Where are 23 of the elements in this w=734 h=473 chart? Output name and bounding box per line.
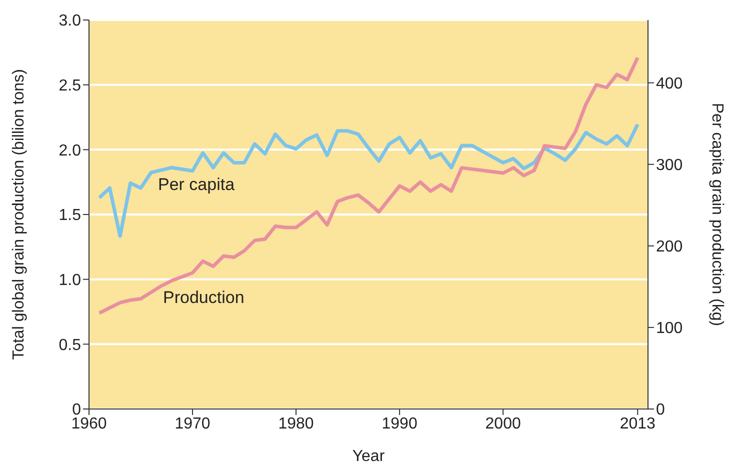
- x-axis-title: Year: [352, 448, 386, 465]
- y2-tick-label: 300: [656, 157, 683, 174]
- y-tick-label: 2.5: [58, 78, 82, 95]
- y-tick-label: 1.0: [58, 272, 82, 290]
- y-axis-title: Total global grain production (billion tons): [10, 69, 28, 360]
- y-tick-label: 1.5: [58, 207, 82, 224]
- y2-tick-label: 200: [656, 238, 683, 256]
- x-tick-label: 1970: [174, 415, 210, 432]
- y2-tick-label: 100: [656, 320, 683, 338]
- y2-axis-title: Per capita grain production (kg): [708, 102, 726, 326]
- x-tick-label: 2000: [485, 415, 521, 432]
- series-label: Per capita: [158, 175, 235, 195]
- x-tick-label: 2013: [620, 415, 656, 432]
- y2-tick-label: 400: [656, 75, 683, 92]
- y-tick-label: 0.5: [58, 336, 82, 354]
- series-label: Production: [163, 288, 244, 308]
- y2-tick-label: 0: [656, 402, 665, 419]
- y-tick-label: 2.0: [58, 142, 82, 160]
- x-tick-label: 1980: [278, 415, 314, 432]
- y-tick-label: 3.0: [58, 12, 82, 30]
- line-series: [98, 56, 640, 315]
- line-series: [98, 122, 640, 238]
- x-tick-label: 1990: [382, 415, 418, 432]
